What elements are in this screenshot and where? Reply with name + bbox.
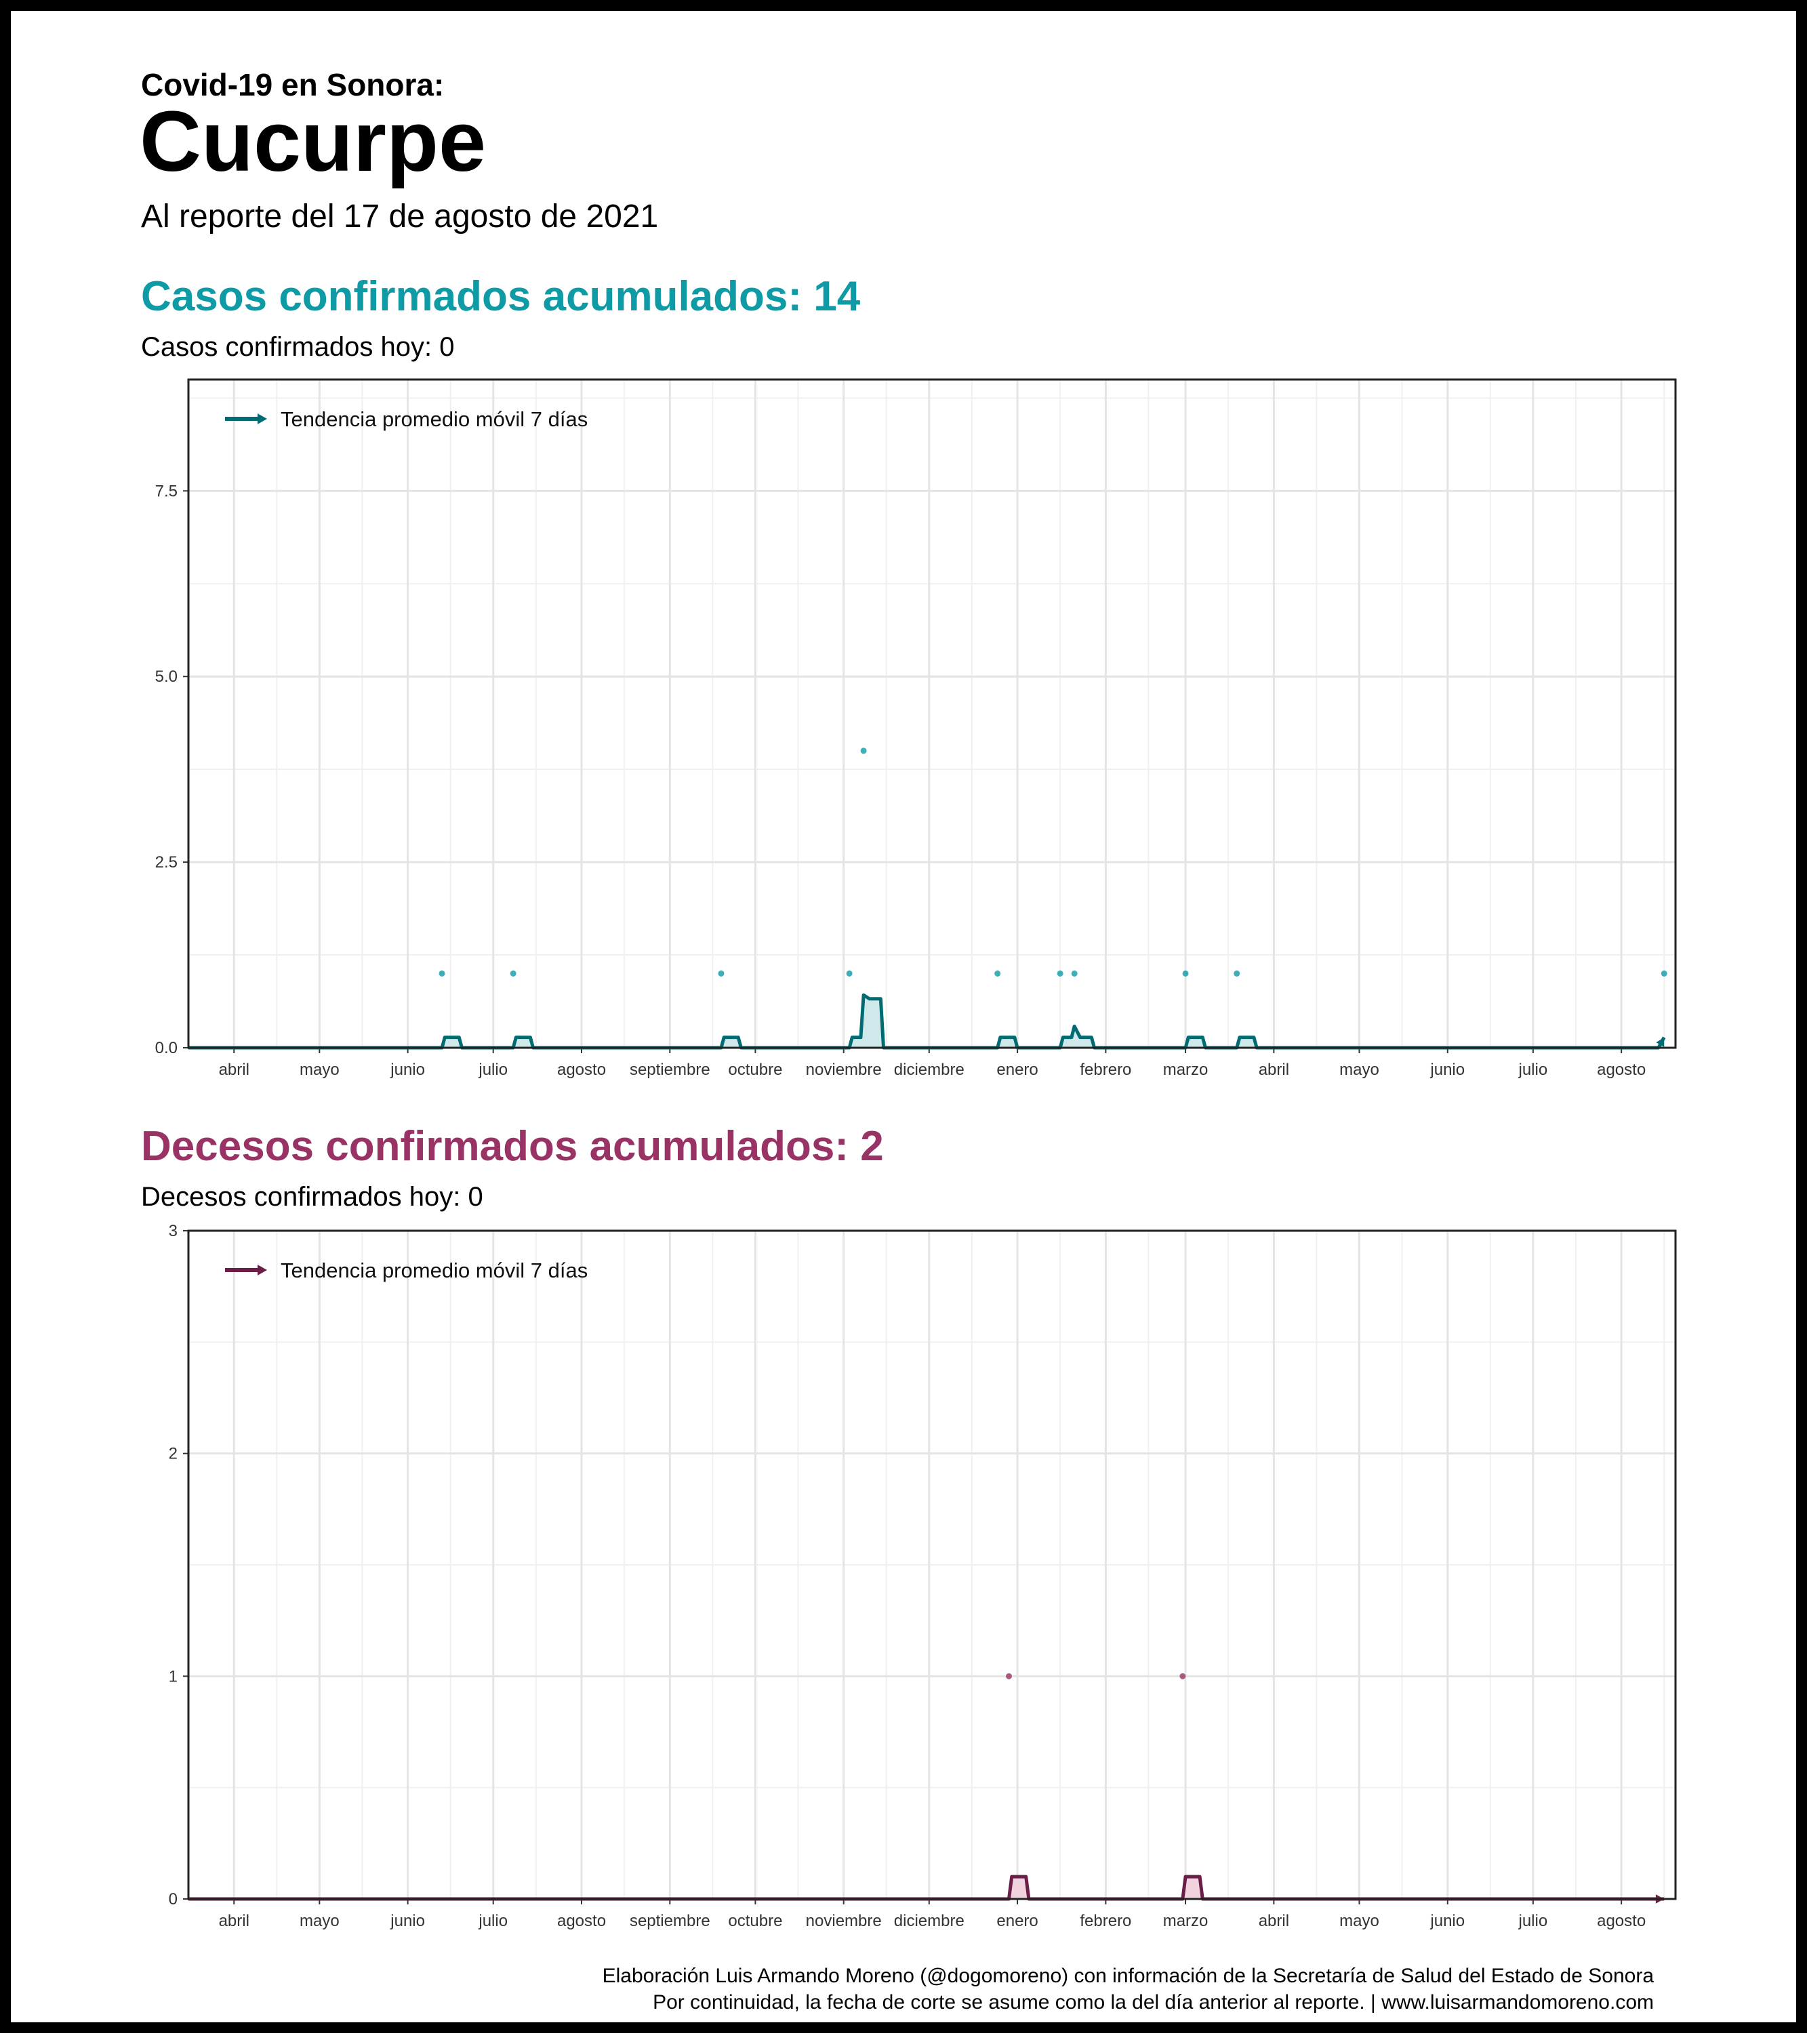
legend-label: Tendencia promedio móvil 7 días	[281, 1259, 588, 1282]
deaths-today: Decesos confirmados hoy: 0	[141, 1182, 483, 1212]
cases-today: Casos confirmados hoy: 0	[141, 332, 455, 362]
x-tick-label: octubre	[728, 1912, 782, 1930]
supertitle: Covid-19 en Sonora:	[141, 67, 445, 102]
page-title: Cucurpe	[140, 94, 487, 189]
x-tick-label: agosto	[1597, 1912, 1646, 1930]
y-tick-label: 3	[169, 1222, 178, 1240]
x-tick-label: junio	[1429, 1912, 1465, 1930]
daily-point	[1661, 970, 1667, 977]
credits-line-2: Por continuidad, la fecha de corte se as…	[653, 1991, 1654, 2014]
legend-arrow-icon	[258, 413, 267, 424]
trend-line	[188, 1875, 1665, 1901]
daily-point	[1179, 1673, 1186, 1679]
x-tick-label: noviembre	[806, 1061, 882, 1079]
y-tick-label: 2.5	[155, 853, 178, 872]
x-tick-label: septiembre	[630, 1061, 710, 1079]
y-tick-label: 0.0	[155, 1039, 178, 1057]
x-tick-label: noviembre	[806, 1912, 882, 1930]
daily-point	[860, 748, 867, 754]
x-tick-label: mayo	[300, 1061, 340, 1079]
daily-point	[1057, 970, 1063, 977]
trend-arrowhead	[1656, 1037, 1665, 1047]
x-tick-label: mayo	[1339, 1061, 1379, 1079]
report-date: Al reporte del 17 de agosto de 2021	[141, 199, 659, 234]
x-tick-label: abril	[1259, 1061, 1289, 1079]
x-tick-label: julio	[478, 1912, 508, 1930]
x-tick-label: mayo	[1339, 1912, 1379, 1930]
x-tick-label: marzo	[1163, 1912, 1209, 1930]
x-tick-label: agosto	[557, 1912, 606, 1930]
daily-point	[994, 970, 1001, 977]
panel-border	[187, 1229, 1677, 1900]
deaths-chart: abril mayo junio julio agosto septiembre octub…	[169, 1222, 1677, 1930]
x-tick-label: mayo	[300, 1912, 340, 1930]
x-tick-label: abril	[219, 1912, 249, 1930]
daily-point	[846, 970, 853, 977]
y-tick-label: 7.5	[155, 482, 178, 500]
trend-area	[188, 1877, 1665, 1899]
daily-point	[510, 970, 516, 977]
credits-line-1: Elaboración Luis Armando Moreno (@dogomo…	[602, 1965, 1654, 1987]
x-tick-label: agosto	[557, 1061, 606, 1079]
x-tick-label: febrero	[1080, 1912, 1131, 1930]
x-tick-label: septiembre	[630, 1912, 710, 1930]
legend-arrow-icon	[258, 1265, 267, 1275]
panel-border	[187, 378, 1677, 1049]
x-tick-label: julio	[478, 1061, 508, 1079]
x-tick-label: julio	[1518, 1061, 1547, 1079]
daily-point	[439, 970, 445, 977]
x-tick-label: julio	[1518, 1912, 1547, 1930]
y-tick-label: 1	[169, 1667, 178, 1685]
x-tick-label: enero	[996, 1061, 1038, 1079]
x-tick-label: febrero	[1080, 1061, 1131, 1079]
deaths-heading: Decesos confirmados acumulados: 2	[141, 1123, 884, 1170]
x-tick-label: abril	[219, 1061, 249, 1079]
x-tick-label: enero	[996, 1912, 1038, 1930]
daily-point	[1234, 970, 1240, 977]
x-tick-label: junio	[1429, 1061, 1465, 1079]
x-tick-label: agosto	[1597, 1061, 1646, 1079]
y-tick-label: 5.0	[155, 668, 178, 686]
cases-chart: abril mayo junio julio agosto septiembre octub…	[155, 378, 1677, 1079]
x-tick-label: junio	[390, 1061, 425, 1079]
daily-point	[1005, 1673, 1012, 1679]
x-tick-label: abril	[1259, 1912, 1289, 1930]
legend-label: Tendencia promedio móvil 7 días	[281, 407, 588, 431]
x-tick-label: junio	[390, 1912, 425, 1930]
daily-point	[1071, 970, 1078, 977]
cases-heading: Casos confirmados acumulados: 14	[141, 273, 861, 320]
x-tick-label: diciembre	[894, 1912, 965, 1930]
y-tick-label: 2	[169, 1445, 178, 1463]
x-tick-label: octubre	[728, 1061, 782, 1079]
x-tick-label: diciembre	[894, 1061, 965, 1079]
y-tick-label: 0	[169, 1890, 178, 1908]
daily-point	[718, 970, 725, 977]
daily-point	[1182, 970, 1189, 977]
credits: Elaboración Luis Armando Moreno (@dogomo…	[603, 1963, 1654, 2016]
x-tick-label: marzo	[1163, 1061, 1209, 1079]
